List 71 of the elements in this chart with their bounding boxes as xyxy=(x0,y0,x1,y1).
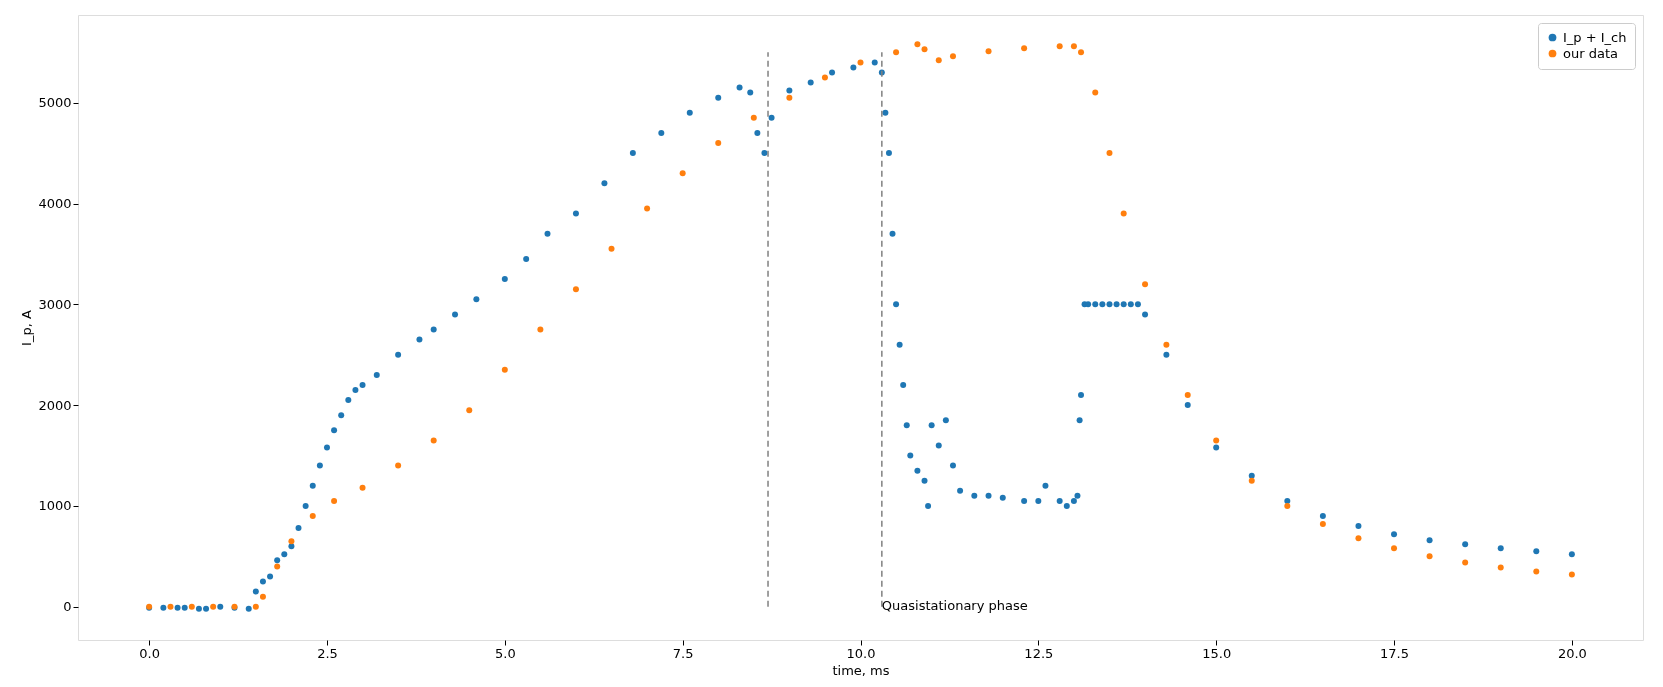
point xyxy=(430,437,437,444)
point xyxy=(274,563,281,570)
point xyxy=(1021,45,1028,52)
legend-label: I_p + I_ch xyxy=(1563,29,1627,45)
point xyxy=(1120,210,1127,217)
point xyxy=(210,603,217,610)
y-axis-title: I_p, A xyxy=(19,310,35,346)
point xyxy=(1568,571,1575,578)
y-tick-label: 2000 xyxy=(38,397,72,413)
annotation: Quasistationary phase xyxy=(881,597,1028,613)
x-tick-label: 5.0 xyxy=(494,645,516,661)
point xyxy=(1106,150,1113,157)
point xyxy=(1142,281,1149,288)
point xyxy=(1391,545,1398,552)
point xyxy=(921,46,928,53)
x-tick-label: 0.0 xyxy=(139,645,160,661)
point xyxy=(252,603,259,610)
point xyxy=(644,205,651,212)
point xyxy=(1213,437,1220,444)
point xyxy=(715,140,722,147)
x-tick-label: 12.5 xyxy=(1024,645,1054,661)
point xyxy=(1462,559,1469,566)
point xyxy=(395,462,402,469)
point xyxy=(821,74,828,81)
y-tick-label: 0 xyxy=(63,599,72,615)
x-tick-label: 10.0 xyxy=(846,645,876,661)
point xyxy=(1426,553,1433,560)
y-tick-label: 4000 xyxy=(38,196,72,212)
y-tick-label: 5000 xyxy=(38,95,72,111)
point xyxy=(935,57,942,64)
point xyxy=(1319,521,1326,528)
point xyxy=(1248,477,1255,484)
point xyxy=(501,366,508,373)
x-axis-title: time, ms xyxy=(832,662,890,678)
y-tick-label: 1000 xyxy=(38,498,72,514)
point xyxy=(1184,392,1191,399)
point xyxy=(679,170,686,177)
point xyxy=(985,48,992,55)
point xyxy=(572,286,579,293)
x-tick-label: 2.5 xyxy=(317,645,338,661)
point xyxy=(608,245,615,252)
point xyxy=(1070,43,1077,50)
point xyxy=(949,53,956,60)
point xyxy=(167,603,174,610)
point xyxy=(359,484,366,491)
point xyxy=(309,513,316,519)
point xyxy=(1092,89,1099,96)
point xyxy=(1056,43,1063,50)
y-tick-label: 3000 xyxy=(38,296,72,312)
point xyxy=(786,94,793,101)
x-tick-label: 15.0 xyxy=(1202,645,1232,661)
point xyxy=(1284,502,1291,509)
point xyxy=(537,326,544,333)
point xyxy=(259,593,266,600)
point xyxy=(857,59,864,66)
point xyxy=(188,603,195,610)
point xyxy=(1355,535,1362,542)
point xyxy=(1078,49,1085,56)
point xyxy=(1533,568,1540,575)
point xyxy=(331,497,338,504)
point xyxy=(914,41,921,48)
legend-label: our data xyxy=(1563,45,1618,61)
point xyxy=(466,407,473,414)
x-tick-label: 17.5 xyxy=(1380,645,1409,661)
point xyxy=(750,114,757,121)
point xyxy=(288,538,295,545)
x-tick-label: 20.0 xyxy=(1557,645,1587,661)
point xyxy=(893,49,900,56)
x-tick-label: 7.5 xyxy=(672,645,694,661)
point xyxy=(1497,564,1504,571)
point xyxy=(1163,341,1170,348)
